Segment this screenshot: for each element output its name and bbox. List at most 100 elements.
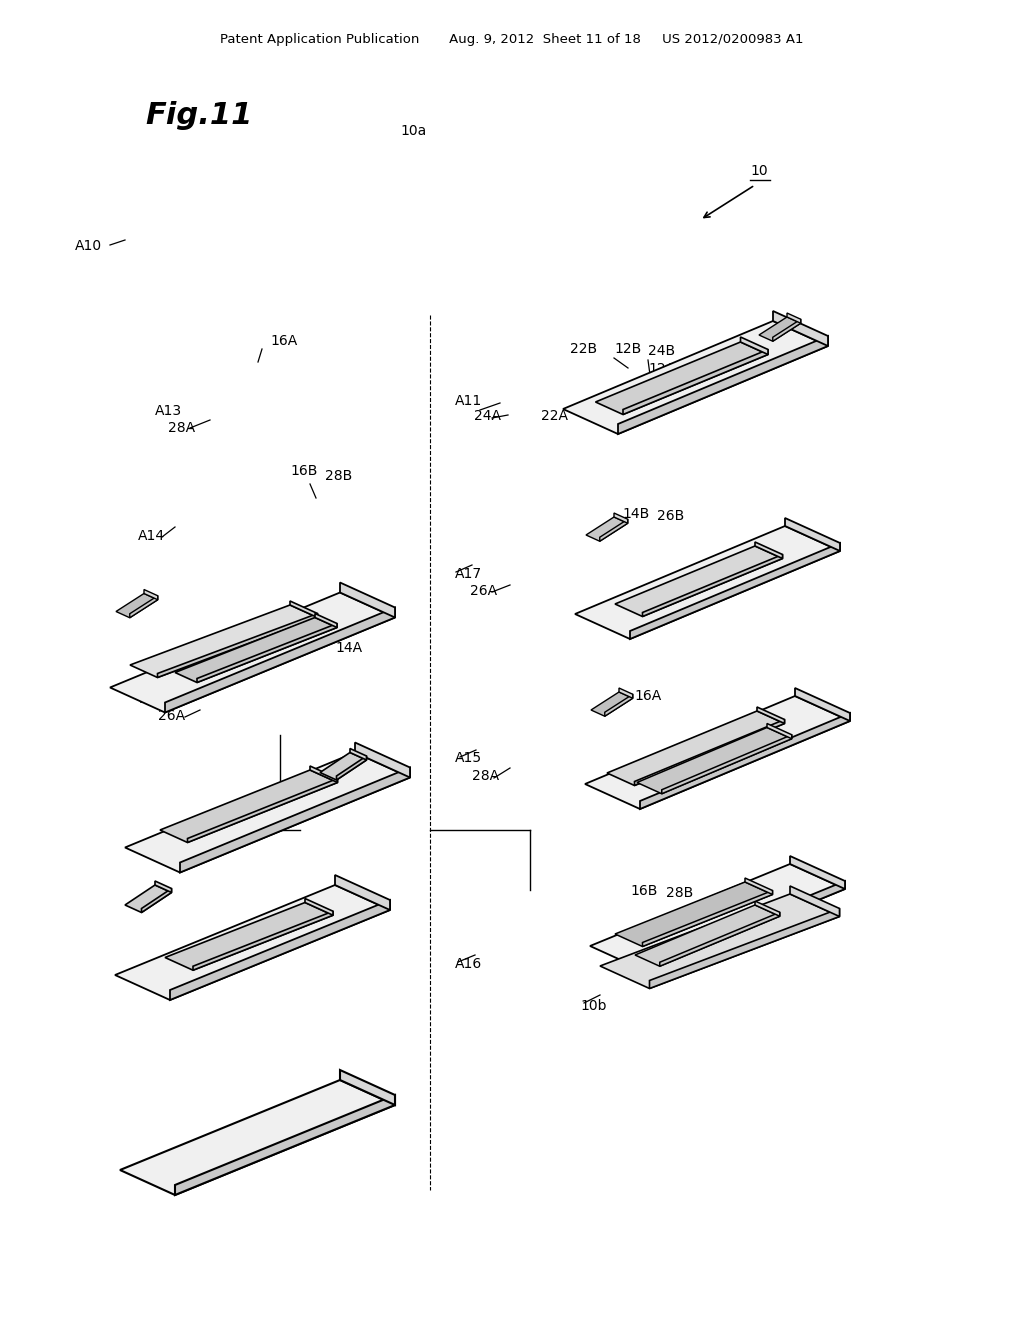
Text: 14B: 14B	[272, 620, 299, 635]
Polygon shape	[180, 767, 410, 873]
Polygon shape	[596, 342, 768, 414]
Polygon shape	[662, 735, 792, 793]
Polygon shape	[790, 855, 845, 888]
Polygon shape	[630, 543, 840, 639]
Polygon shape	[745, 878, 772, 895]
Polygon shape	[141, 888, 171, 912]
Polygon shape	[785, 517, 840, 550]
Polygon shape	[649, 908, 840, 989]
Polygon shape	[635, 719, 784, 785]
Text: 28B: 28B	[325, 469, 352, 483]
Polygon shape	[110, 593, 395, 713]
Polygon shape	[590, 865, 845, 972]
Polygon shape	[659, 912, 779, 966]
Polygon shape	[591, 692, 633, 717]
Polygon shape	[315, 614, 337, 627]
Polygon shape	[130, 605, 317, 677]
Text: 12B: 12B	[614, 342, 641, 356]
Text: 12A: 12A	[648, 362, 675, 376]
Polygon shape	[795, 688, 850, 721]
Polygon shape	[160, 770, 338, 842]
Polygon shape	[305, 899, 333, 915]
Text: 16B: 16B	[630, 884, 657, 898]
Text: 16B: 16B	[290, 465, 317, 478]
Polygon shape	[120, 1080, 395, 1195]
Text: A13: A13	[155, 404, 182, 418]
Text: 14A: 14A	[335, 642, 362, 655]
Polygon shape	[175, 1096, 395, 1195]
Text: 26A: 26A	[158, 709, 185, 723]
Text: Fig.11: Fig.11	[145, 100, 252, 129]
Text: 28A: 28A	[168, 421, 196, 436]
Polygon shape	[755, 543, 782, 558]
Polygon shape	[740, 337, 768, 355]
Polygon shape	[790, 886, 840, 916]
Polygon shape	[773, 319, 801, 342]
Text: 10b: 10b	[580, 999, 606, 1012]
Polygon shape	[155, 880, 171, 892]
Text: A17: A17	[455, 568, 482, 581]
Polygon shape	[130, 595, 158, 618]
Polygon shape	[645, 880, 845, 972]
Polygon shape	[605, 694, 633, 717]
Polygon shape	[158, 614, 317, 677]
Text: 24B: 24B	[648, 345, 675, 358]
Polygon shape	[755, 902, 779, 916]
Polygon shape	[165, 903, 333, 970]
Polygon shape	[335, 875, 390, 909]
Text: 24A: 24A	[474, 409, 501, 422]
Text: Patent Application Publication       Aug. 9, 2012  Sheet 11 of 18     US 2012/02: Patent Application Publication Aug. 9, 2…	[220, 33, 804, 46]
Text: 10: 10	[750, 164, 768, 178]
Text: A12: A12	[140, 692, 167, 706]
Polygon shape	[563, 321, 828, 434]
Polygon shape	[575, 525, 840, 639]
Text: 22B: 22B	[570, 342, 597, 356]
Text: 16A: 16A	[634, 689, 662, 704]
Polygon shape	[637, 727, 792, 793]
Polygon shape	[340, 582, 395, 618]
Polygon shape	[635, 906, 779, 966]
Text: 28B: 28B	[666, 886, 693, 900]
Text: 26A: 26A	[470, 583, 497, 598]
Polygon shape	[170, 900, 390, 1001]
Polygon shape	[623, 350, 768, 414]
Text: A14: A14	[138, 529, 165, 543]
Polygon shape	[337, 756, 367, 780]
Polygon shape	[787, 313, 801, 323]
Polygon shape	[618, 688, 633, 698]
Polygon shape	[319, 752, 367, 780]
Text: A10: A10	[75, 239, 102, 253]
Polygon shape	[125, 884, 171, 912]
Text: 26B: 26B	[308, 624, 335, 638]
Polygon shape	[773, 312, 828, 346]
Polygon shape	[193, 911, 333, 970]
Polygon shape	[115, 884, 390, 1001]
Polygon shape	[767, 723, 792, 739]
Polygon shape	[600, 519, 628, 541]
Text: A11: A11	[455, 393, 482, 408]
Polygon shape	[340, 1071, 395, 1105]
Polygon shape	[607, 711, 784, 785]
Polygon shape	[642, 891, 772, 946]
Text: 22A: 22A	[541, 409, 568, 422]
Polygon shape	[586, 517, 628, 541]
Text: A15: A15	[455, 751, 482, 766]
Polygon shape	[640, 713, 850, 809]
Polygon shape	[290, 601, 317, 618]
Polygon shape	[757, 708, 784, 723]
Polygon shape	[600, 894, 840, 989]
Polygon shape	[355, 742, 410, 777]
Polygon shape	[614, 513, 628, 523]
Text: 16A: 16A	[270, 334, 297, 348]
Polygon shape	[187, 779, 338, 842]
Polygon shape	[615, 546, 782, 616]
Polygon shape	[759, 317, 801, 342]
Polygon shape	[125, 752, 410, 873]
Text: 14B: 14B	[622, 507, 649, 521]
Polygon shape	[144, 590, 158, 599]
Polygon shape	[310, 766, 338, 783]
Text: 10a: 10a	[400, 124, 426, 139]
Polygon shape	[175, 618, 337, 682]
Text: 28A: 28A	[472, 770, 499, 783]
Text: A16: A16	[455, 957, 482, 972]
